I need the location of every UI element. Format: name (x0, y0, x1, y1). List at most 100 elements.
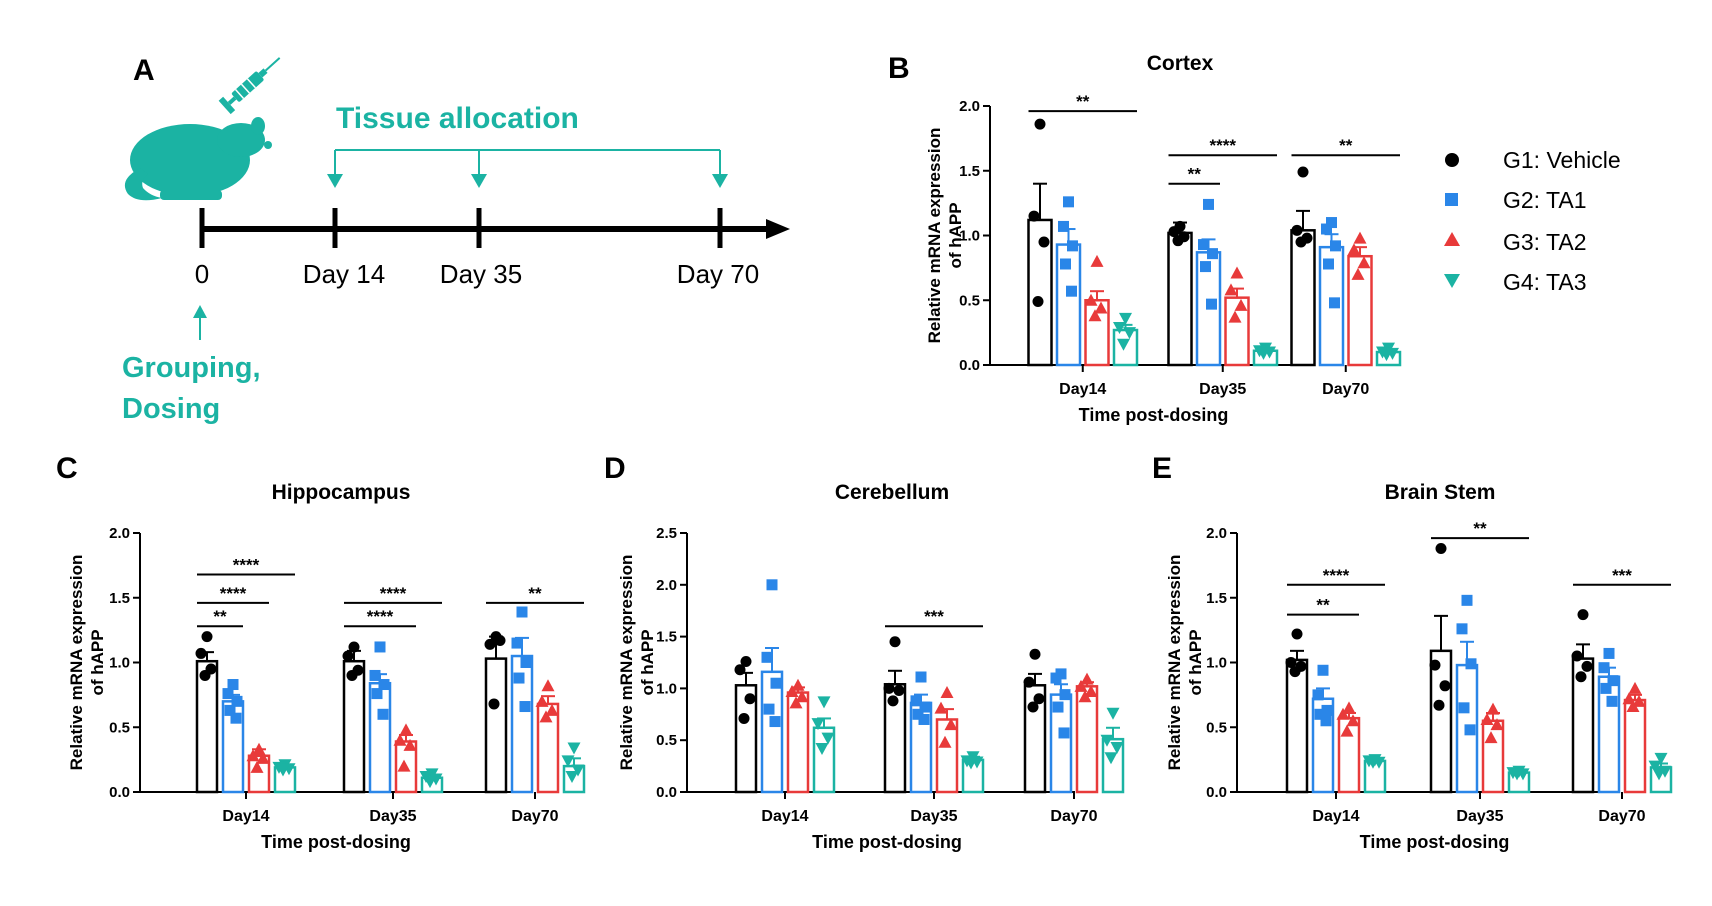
data-point (1059, 689, 1071, 701)
data-point (1575, 671, 1587, 683)
data-point (1326, 217, 1337, 229)
data-point (912, 708, 924, 720)
data-point (494, 634, 506, 646)
data-point (1058, 220, 1069, 232)
x-axis-label: Time post-dosing (261, 832, 411, 852)
bar (935, 718, 959, 794)
y-tick-label: 2.5 (656, 525, 677, 542)
y-axis-label-line2: of hAPP (946, 202, 965, 268)
y-tick-label: 1.0 (656, 680, 677, 697)
y-tick-label: 1.0 (109, 655, 130, 672)
data-point (893, 684, 905, 696)
data-point (1063, 196, 1074, 208)
data-point (516, 606, 528, 618)
significance-label: **** (1210, 136, 1237, 155)
data-point (1628, 681, 1642, 694)
data-point (1033, 693, 1045, 705)
data-point (513, 672, 525, 684)
data-point (1224, 283, 1238, 296)
data-point (1606, 695, 1618, 707)
chart-brain-stem: Brain Stem 0.0 0.5 1.0 1.5 2.0 Day14 Day35 Day70… (1165, 481, 1673, 852)
data-point (201, 631, 213, 643)
data-point (1289, 666, 1301, 678)
data-point (1113, 321, 1126, 334)
tissue-allocation-label: Tissue allocation (336, 102, 579, 135)
data-point (883, 682, 895, 694)
timepoint-0: 0 (195, 259, 209, 289)
data-point (1320, 715, 1332, 727)
data-point (231, 695, 243, 707)
data-point (1632, 694, 1646, 707)
data-point (227, 679, 239, 691)
data-point (1297, 166, 1309, 178)
data-point (811, 718, 825, 731)
data-point (1510, 768, 1524, 781)
data-point (817, 696, 831, 709)
timeline (199, 208, 790, 248)
chart-cerebellum: Cerebellum 0.0 0.5 1.0 1.5 2.0 2.5 Day14 Day35 Da… (617, 481, 1125, 852)
data-point (1323, 258, 1334, 270)
data-point (423, 776, 437, 789)
bar (1285, 658, 1309, 794)
y-axis-label-line2: of hAPP (1186, 629, 1205, 695)
data-point (1291, 628, 1303, 640)
x-tick-label: Day70 (511, 808, 558, 825)
y-tick-label: 0.0 (656, 784, 677, 801)
data-point (1342, 701, 1356, 714)
data-point (761, 651, 773, 663)
x-tick-label: Day35 (1456, 808, 1503, 825)
data-point (369, 669, 381, 681)
y-tick-label: 0.0 (959, 357, 980, 374)
data-point (1123, 327, 1136, 340)
data-point (1317, 664, 1329, 676)
mouse-icon (124, 117, 272, 201)
data-point (1029, 648, 1041, 660)
data-point (393, 733, 407, 746)
data-point (1295, 236, 1307, 248)
panel-c-label: C (56, 452, 78, 485)
data-point (1435, 543, 1447, 555)
y-tick-label: 0.5 (1206, 719, 1227, 736)
data-point (252, 742, 266, 755)
bar (1481, 719, 1505, 794)
data-point (256, 751, 270, 764)
allocation-arrows (327, 174, 728, 188)
data-point (519, 701, 531, 713)
data-point (346, 669, 358, 681)
data-point (378, 679, 390, 691)
data-point (195, 647, 207, 659)
data-point (1094, 301, 1108, 314)
x-tick-label: Day70 (1322, 381, 1369, 398)
y-tick-label: 1.5 (1206, 590, 1227, 607)
significance-label: **** (220, 584, 247, 603)
data-point (1104, 752, 1118, 765)
data-point (199, 669, 211, 681)
data-point (1626, 700, 1640, 713)
y-tick-label: 1.0 (959, 228, 980, 245)
bar (484, 657, 508, 794)
data-point (1346, 714, 1360, 727)
y-axis-label-line1: Relative mRNA expression (67, 555, 86, 771)
significance-label: ** (1076, 92, 1090, 111)
data-point (1464, 724, 1476, 736)
data-point (545, 703, 559, 716)
legend-label-g3: G3: TA2 (1503, 229, 1587, 255)
data-point (1351, 267, 1365, 280)
data-point (403, 738, 417, 751)
data-point (1066, 285, 1077, 297)
panel-b-label: B (888, 52, 910, 85)
bar (1623, 698, 1647, 794)
data-point (1490, 718, 1504, 731)
timepoint-day14: Day 14 (303, 259, 385, 289)
data-point (919, 701, 931, 713)
x-axis-label: Time post-dosing (812, 832, 962, 852)
data-point (1581, 660, 1593, 672)
data-point (1603, 647, 1615, 659)
data-point (1321, 223, 1332, 235)
y-tick-label: 2.0 (959, 98, 980, 115)
data-point (1207, 248, 1218, 260)
data-point (1052, 701, 1064, 713)
data-point (1234, 298, 1248, 311)
legend: G1: Vehicle G2: TA1 G3: TA2 G4: TA3 (1444, 147, 1621, 295)
chart-hippocampus: Hippocampus 0.0 0.5 1.0 1.5 2.0 Day14 Day35 Day7… (67, 481, 586, 852)
